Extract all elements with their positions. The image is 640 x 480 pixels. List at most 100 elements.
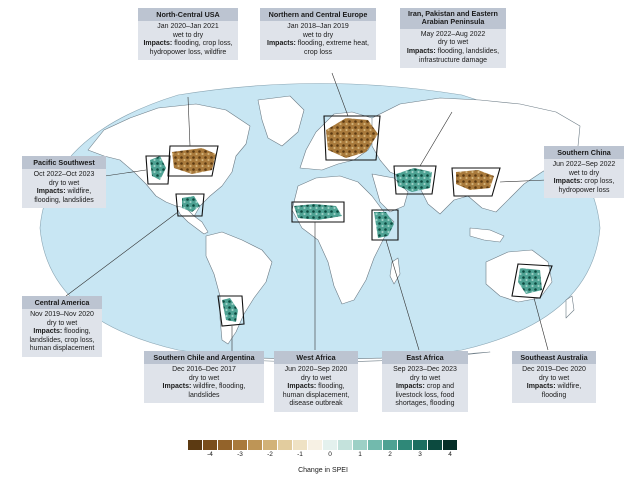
box-southern-china: [451, 167, 501, 197]
callout-direction: dry to wet: [538, 374, 570, 382]
callout-title: Central America: [22, 296, 102, 309]
box-central-america: [175, 193, 205, 217]
callout-title: Southern Chile and Argentina: [144, 351, 264, 364]
box-southeast-australia: [511, 263, 553, 299]
callout-title: West Africa: [274, 351, 358, 364]
callout-period: May 2022–Aug 2022: [420, 30, 486, 38]
callout-period: Jan 2020–Jan 2021: [157, 23, 219, 30]
callout-period: Jan 2018–Jan 2019: [287, 23, 349, 30]
legend-swatch: [218, 440, 232, 450]
callout-north-central-usa: North-Central USA Jan 2020–Jan 2021 wet …: [138, 8, 238, 61]
callout-title: Southeast Australia: [512, 351, 596, 364]
callout-southern-china: Southern China Jun 2022–Sep 2022 wet to …: [544, 146, 624, 199]
legend-tick-label: 3: [418, 451, 422, 458]
box-chile-argentina: [217, 295, 245, 327]
box-east-africa: [371, 209, 399, 241]
legend-swatch: [398, 440, 412, 450]
legend-swatch: [293, 440, 307, 450]
callout-title: East Africa: [382, 351, 468, 364]
impacts-text: flooding, crop loss, hydropower loss, wi…: [149, 40, 233, 56]
callout-impacts: Impacts: flooding, landslides, crop loss…: [25, 328, 99, 354]
legend-tick-label: -4: [207, 451, 213, 458]
callout-impacts: Impacts: wildfire, flooding, landslides: [147, 383, 261, 400]
legend-swatch: [413, 440, 427, 450]
leader-lines: [65, 72, 549, 351]
new-zealand: [565, 295, 575, 319]
anomaly-central-america: [182, 196, 200, 212]
callout-southeast-australia: Southeast Australia Dec 2019–Dec 2020 dr…: [512, 351, 596, 404]
impacts-text: wildfire, flooding, landslides: [188, 383, 246, 399]
legend-tick-label: 2: [388, 451, 392, 458]
callout-direction: wet to dry: [172, 31, 204, 39]
spei-legend: -4 -3 -2 -1 0 1 2 3 4 Change in SPEI: [188, 440, 458, 476]
impacts-label: Impacts:: [287, 383, 317, 391]
legend-swatch: [428, 440, 442, 450]
callout-period: Nov 2019–Nov 2020: [30, 311, 94, 318]
callout-title: Southern China: [544, 146, 624, 159]
impacts-label: Impacts:: [267, 40, 296, 48]
callout-period: Dec 2019–Dec 2020: [522, 366, 586, 373]
impacts-label: Impacts:: [396, 383, 425, 391]
anomaly-pacific-southwest: [150, 156, 166, 180]
impacts-label: Impacts:: [526, 383, 556, 391]
callout-period: Dec 2016–Dec 2017: [172, 366, 236, 373]
legend-swatch: [323, 440, 337, 450]
legend-swatch: [308, 440, 322, 450]
legend-title: Change in SPEI: [298, 467, 348, 474]
box-iran-pakistan: [393, 165, 437, 195]
leader-central-america: [65, 211, 179, 297]
legend-tick-label: -3: [237, 451, 243, 458]
impacts-text: flooding, extreme heat, crop loss: [297, 40, 369, 56]
callout-iran-pakistan: Iran, Pakistan and Eastern Arabian Penin…: [400, 8, 506, 69]
impacts-text: flooding, landslides, crop loss, human d…: [29, 328, 95, 353]
impacts-text: flooding, landslides, infrastructure dam…: [418, 48, 500, 64]
legend-swatch: [353, 440, 367, 450]
callout-impacts: Impacts: flooding, landslides, infrastru…: [403, 48, 503, 65]
anomaly-north-central-usa: [172, 148, 216, 174]
callout-period: Oct 2022–Oct 2023: [33, 171, 95, 178]
region-boxes: [145, 115, 553, 327]
impacts-label: Impacts:: [553, 178, 583, 186]
legend-tick-label: 4: [448, 451, 452, 458]
callout-impacts: Impacts: wildfire, flooding: [515, 383, 593, 400]
greenland: [257, 95, 305, 147]
impacts-text: crop and livestock loss, food shortages,…: [395, 383, 455, 408]
impacts-label: Impacts:: [143, 40, 173, 48]
impacts-text: crop loss, hydropower loss: [558, 178, 615, 194]
anomaly-chile-argentina: [222, 298, 238, 322]
callout-title: Pacific Southwest: [22, 156, 106, 169]
callout-northern-central-europe: Northern and Central Europe Jan 2018–Jan…: [260, 8, 376, 61]
anomaly-southern-china: [456, 170, 494, 190]
impacts-label: Impacts:: [36, 188, 66, 196]
callout-central-america: Central America Nov 2019–Nov 2020 dry to…: [22, 296, 102, 357]
callout-impacts: Impacts: flooding, crop loss, hydropower…: [141, 40, 235, 57]
legend-swatch: [233, 440, 247, 450]
impacts-text: wildfire, flooding, landslides: [34, 188, 94, 204]
legend-tick-label: -1: [297, 451, 303, 458]
callout-title: North-Central USA: [138, 8, 238, 21]
leader-southeast-australia: [533, 297, 549, 351]
leader-north-central-usa: [187, 96, 191, 147]
impacts-text: flooding, human displacement, disease ou…: [282, 383, 350, 408]
legend-swatch: [443, 440, 457, 450]
anomaly-east-africa: [374, 212, 394, 238]
box-west-africa: [291, 201, 345, 223]
leader-southern-china: [499, 179, 547, 183]
leader-pacific-southwest: [104, 169, 147, 177]
callout-impacts: Impacts: crop loss, hydropower loss: [547, 178, 621, 195]
legend-tick-label: 0: [328, 451, 332, 458]
leader-northern-central-europe: [331, 72, 349, 117]
impacts-text: wildfire, flooding: [541, 383, 582, 399]
callout-direction: dry to wet: [437, 39, 469, 47]
legend-swatch: [248, 440, 262, 450]
central-america: [175, 205, 209, 235]
callout-direction: dry to wet: [48, 179, 80, 187]
leader-iran-pakistan: [419, 111, 453, 167]
spei-anomalies: [150, 118, 542, 322]
box-northern-central-europe: [323, 115, 381, 161]
impacts-label: Impacts:: [33, 328, 63, 336]
callout-period: Jun 2020–Sep 2020: [284, 366, 348, 373]
callout-impacts: Impacts: crop and livestock loss, food s…: [385, 383, 465, 409]
callout-west-africa: West Africa Jun 2020–Sep 2020 dry to wet…: [274, 351, 358, 412]
